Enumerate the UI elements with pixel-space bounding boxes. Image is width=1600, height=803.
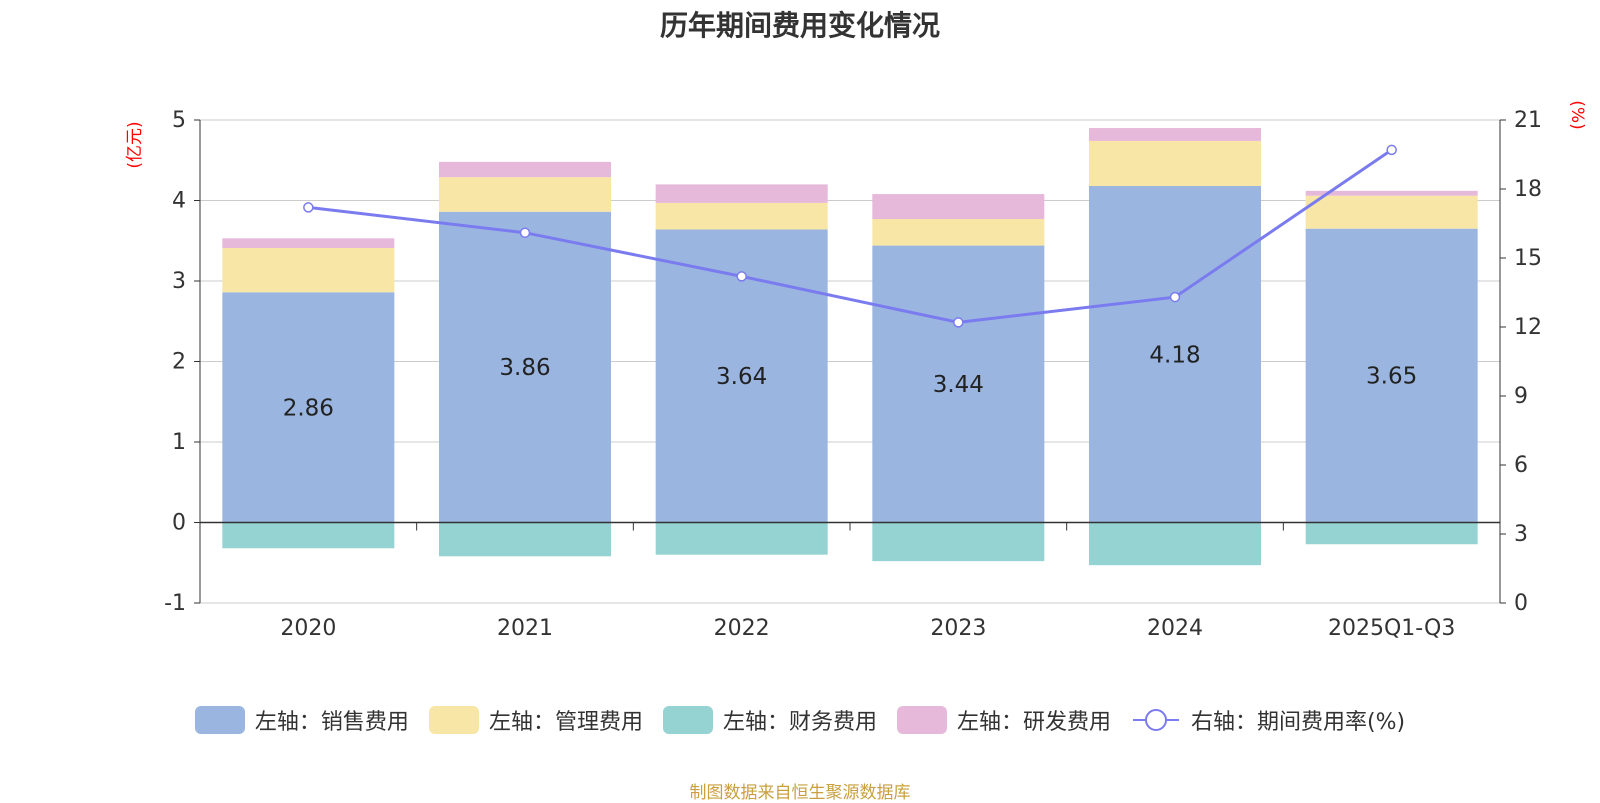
right-tick-label: 12 <box>1514 315 1542 340</box>
rate-point <box>1169 291 1181 303</box>
legend-item[interactable]: 左轴：研发费用 <box>896 704 1111 736</box>
bar-segment <box>872 194 1045 220</box>
right-tick-label: 6 <box>1514 453 1528 478</box>
bar-segment <box>1305 195 1478 229</box>
x-tick-label: 2025Q1-Q3 <box>1328 616 1455 641</box>
bar-segment <box>1089 128 1261 141</box>
bar-segment <box>1305 228 1478 523</box>
rate-point <box>519 227 531 238</box>
source-note: 制图数据来自恒生聚源数据库 <box>689 783 911 803</box>
data-label: 2.86 <box>283 395 334 421</box>
legend-item[interactable]: 右轴：期间费用率(%) <box>1131 704 1405 736</box>
right-axis-unit-label: (%) <box>1567 100 1587 129</box>
rate-point <box>303 202 314 213</box>
data-label: 3.64 <box>716 364 767 390</box>
legend-label: 左轴：管理费用 <box>488 710 643 735</box>
left-tick-label: 0 <box>172 511 186 536</box>
bar-segment <box>1305 190 1478 196</box>
bar-segment <box>222 247 395 293</box>
data-label: 4.18 <box>1149 342 1200 368</box>
bar-segment <box>1089 186 1261 523</box>
bar-segment <box>655 202 828 230</box>
legend-item[interactable]: 左轴：管理费用 <box>428 704 643 736</box>
left-axis-unit-label: (亿元) <box>125 121 145 168</box>
left-tick-label: 3 <box>172 269 186 294</box>
left-tick-label: 2 <box>172 350 186 375</box>
data-label: 3.86 <box>499 355 550 381</box>
x-tick-label: 2024 <box>1147 616 1203 641</box>
x-tick-label: 2022 <box>714 616 770 641</box>
bar-segment <box>1089 140 1261 187</box>
right-tick-label: 18 <box>1514 177 1542 202</box>
bar-segment <box>655 522 828 555</box>
x-tick-label: 2021 <box>497 616 553 641</box>
bar-segment <box>1089 522 1261 566</box>
legend-marker <box>1144 709 1167 731</box>
bar-segment <box>439 177 611 212</box>
data-label: 3.44 <box>933 372 984 398</box>
rate-point <box>736 271 747 282</box>
bar-segment <box>439 522 611 557</box>
legend-label: 左轴：财务费用 <box>722 710 877 735</box>
legend-label: 左轴：研发费用 <box>956 710 1111 735</box>
bar-segment <box>439 161 611 178</box>
bar-segment <box>439 211 611 523</box>
legend-item[interactable]: 左轴：财务费用 <box>662 704 877 736</box>
chart-title: 历年期间费用变化情况 <box>659 9 940 42</box>
right-tick-label: 9 <box>1514 384 1528 409</box>
rate-line <box>308 148 1393 324</box>
legend-swatch <box>896 706 947 734</box>
x-tick-label: 2020 <box>280 616 336 641</box>
bar-segment <box>222 522 395 549</box>
left-tick-label: 1 <box>172 430 186 455</box>
x-tick-label: 2023 <box>930 616 986 641</box>
left-tick-label: 5 <box>172 108 186 133</box>
bar-segment <box>872 219 1045 246</box>
right-tick-label: 3 <box>1514 522 1528 547</box>
bar-segment <box>222 292 395 523</box>
right-tick-label: 15 <box>1514 246 1542 271</box>
legend-item[interactable]: 左轴：销售费用 <box>194 704 409 736</box>
legend: 左轴：销售费用 左轴：管理费用 左轴：财务费用 左轴：研发费用 右轴：期间费用率(%) <box>0 704 1600 736</box>
legend-swatch <box>662 706 713 734</box>
bar-segment <box>1305 522 1478 545</box>
legend-label: 左轴：销售费用 <box>254 710 409 735</box>
left-tick-label: -1 <box>164 591 186 616</box>
rate-point <box>1386 144 1397 156</box>
rate-point <box>953 317 964 328</box>
left-tick-label: 4 <box>172 189 186 214</box>
right-tick-label: 21 <box>1514 108 1542 133</box>
legend-swatch <box>194 706 245 734</box>
bar-segment <box>222 238 395 248</box>
bar-segment <box>872 245 1045 523</box>
legend-swatch <box>428 706 479 734</box>
bar-segment <box>872 522 1045 562</box>
right-tick-label: 0 <box>1514 591 1528 616</box>
legend-label: 右轴：期间费用率(%) <box>1190 710 1406 735</box>
legend-line-swatch <box>1132 709 1179 731</box>
data-label: 3.65 <box>1366 364 1417 390</box>
bar-segment <box>655 184 828 203</box>
